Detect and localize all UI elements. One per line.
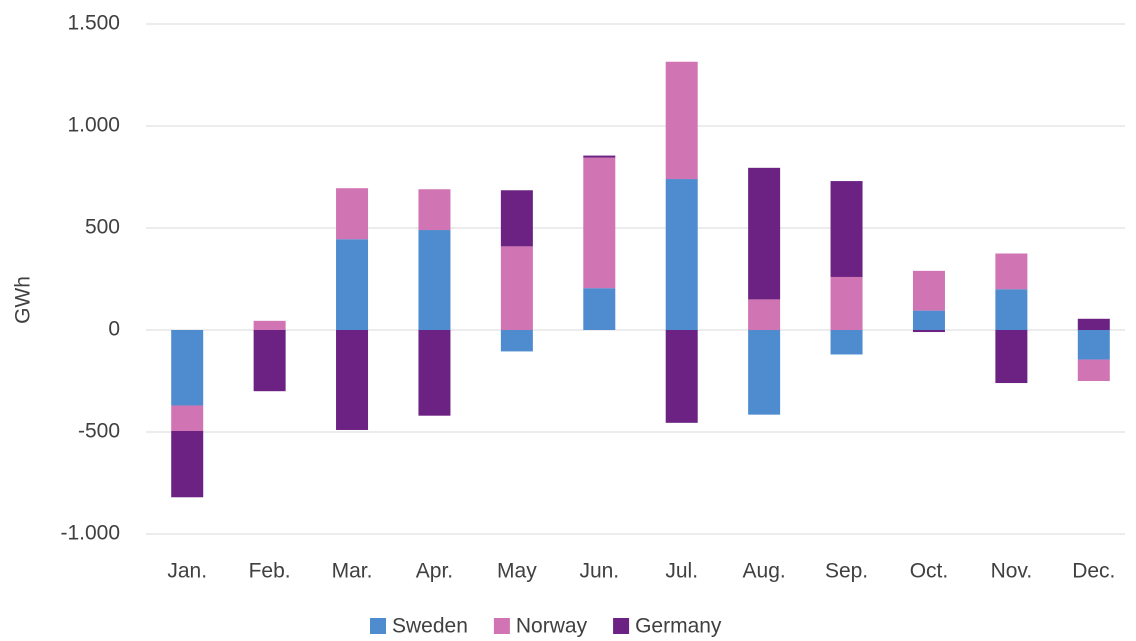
bar-segment: [336, 239, 369, 330]
bar-segment: [912, 330, 945, 333]
bar-segment: [171, 430, 204, 498]
bar-segment: [995, 253, 1028, 290]
y-tick-label: 1.500: [67, 12, 120, 35]
bar-segment: [583, 288, 616, 330]
bar-segment: [253, 330, 286, 392]
y-tick-label: -1.000: [60, 522, 120, 545]
x-tick-label: Aug.: [743, 560, 786, 583]
bar-segment: [1077, 330, 1110, 360]
bar-segment: [418, 189, 451, 231]
bar-segment: [500, 330, 533, 352]
y-tick-label: 500: [85, 216, 120, 239]
y-tick-label: 1.000: [67, 114, 120, 137]
bar-segment: [1077, 318, 1110, 330]
x-tick-label: Apr.: [416, 560, 453, 583]
bar-segment: [748, 330, 781, 415]
bar-segment: [500, 190, 533, 247]
x-tick-label: Oct.: [910, 560, 949, 583]
bar-segment: [912, 310, 945, 330]
bar-segment: [253, 320, 286, 330]
legend-swatch: [370, 618, 386, 634]
bar-segment: [583, 157, 616, 289]
bar-segment: [418, 230, 451, 330]
bar-segment: [830, 181, 863, 277]
x-tick-label: Dec.: [1072, 560, 1115, 583]
bar-segment: [500, 246, 533, 330]
legend-swatch: [493, 618, 510, 634]
x-tick-label: Jul.: [665, 560, 698, 583]
legend-label: Norway: [516, 615, 588, 638]
bar-segment: [995, 330, 1028, 384]
bar-segment: [912, 270, 945, 311]
bar-segment: [336, 188, 369, 240]
x-tick-label: Sep.: [825, 560, 868, 583]
x-tick-label: Jun.: [579, 560, 619, 583]
legend-label: Germany: [635, 615, 722, 638]
bar-segment: [748, 167, 781, 300]
x-tick-label: Nov.: [991, 560, 1033, 583]
bar-segment: [830, 330, 863, 355]
x-tick-label: Feb.: [249, 560, 291, 583]
bar-segment: [583, 155, 616, 158]
bar-segment: [171, 330, 204, 406]
y-axis-label: GWh: [12, 276, 35, 324]
x-tick-label: Jan.: [167, 560, 207, 583]
x-tick-label: Mar.: [332, 560, 373, 583]
bar-segment: [830, 276, 863, 330]
bar-segment: [665, 330, 698, 423]
bar-segment: [748, 299, 781, 330]
legend-label: Sweden: [392, 615, 468, 638]
y-tick-label: -500: [78, 420, 120, 443]
bar-segment: [1077, 359, 1110, 381]
bar-segment: [418, 330, 451, 416]
bar-segment: [665, 61, 698, 180]
bar-segment: [171, 405, 204, 431]
x-tick-label: May: [497, 560, 537, 583]
bar-segment: [336, 330, 369, 430]
bar-segment: [665, 179, 698, 330]
bar-segment: [995, 289, 1028, 330]
legend-swatch: [613, 618, 630, 634]
y-tick-label: 0: [108, 318, 120, 341]
